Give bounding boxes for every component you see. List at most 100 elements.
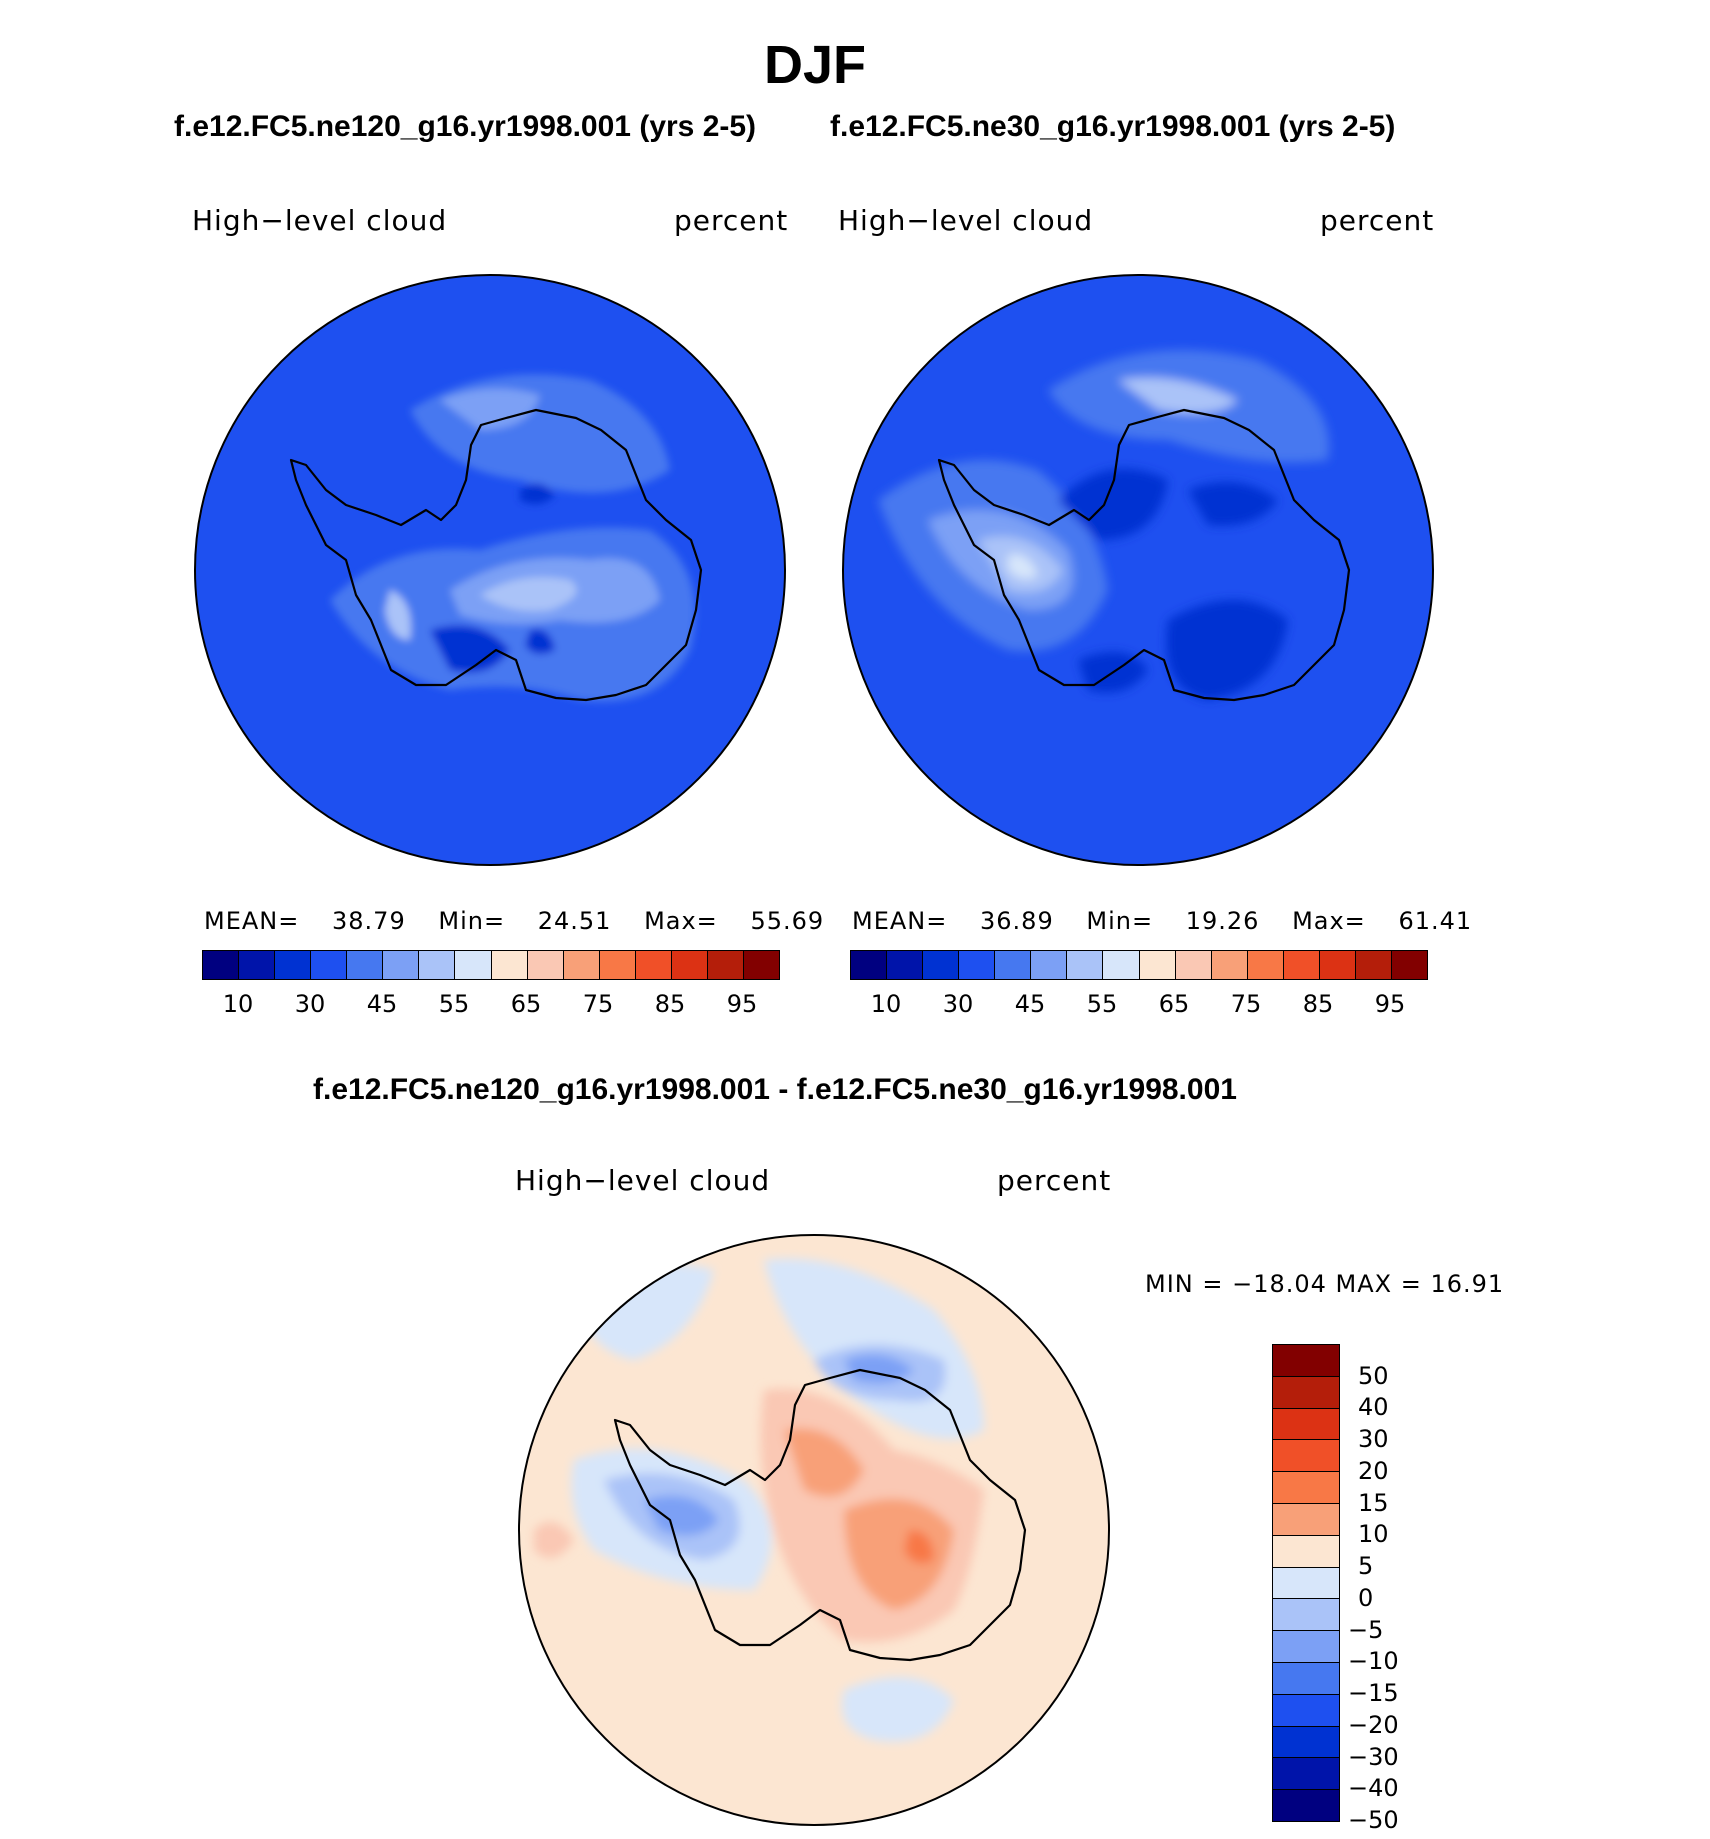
colorbar-swatch <box>347 951 384 979</box>
colorbar-swatch <box>1273 1790 1339 1821</box>
max-label: Max= <box>644 907 718 935</box>
colorbar-swatch <box>1273 1758 1339 1791</box>
mean-label: MEAN= <box>204 907 300 935</box>
colorbar-tick-label: 75 <box>1230 990 1262 1018</box>
colorbar-swatch <box>1273 1345 1339 1377</box>
colorbar-swatch <box>311 951 348 979</box>
colorbar-swatch <box>203 951 240 979</box>
case-title-right: f.e12.FC5.ne30_g16.yr1998.001 (yrs 2-5) <box>830 110 1396 143</box>
field-neg15-10 <box>644 1495 719 1536</box>
max-label: Max= <box>1292 907 1366 935</box>
colorbar-swatch <box>1273 1535 1339 1568</box>
colorbar-tick-label: 10 <box>1358 1520 1389 1549</box>
colorbar-swatch <box>1273 1472 1339 1504</box>
colorbar-swatch <box>1273 1726 1339 1759</box>
min-value: 19.26 <box>1185 907 1260 935</box>
diff-variable: High−level cloud <box>515 1164 771 1197</box>
panel-variable-right: High−level cloud <box>838 204 1094 237</box>
colorbar-swatch <box>1273 1599 1339 1632</box>
colorbar-left <box>202 950 780 980</box>
colorbar-swatch <box>1283 951 1320 979</box>
colorbar-swatch <box>491 951 528 979</box>
colorbar-tick-label: 5 <box>1358 1552 1374 1581</box>
colorbar-swatch <box>1067 951 1104 979</box>
field-low <box>1058 468 1168 540</box>
max-value: 55.69 <box>750 907 825 935</box>
field-50-55 <box>1118 377 1238 414</box>
main-title: DJF <box>763 35 866 95</box>
field-low <box>1188 482 1278 526</box>
colorbar-swatch <box>1273 1408 1339 1441</box>
max-value: 61.41 <box>1398 907 1473 935</box>
colorbar-swatch <box>959 951 996 979</box>
colorbar-swatch <box>239 951 276 979</box>
colorbar-tick-label: 0 <box>1358 1583 1374 1612</box>
map-ne120 <box>194 274 786 866</box>
diff-units: percent <box>997 1164 1112 1197</box>
colorbar-swatch <box>635 951 672 979</box>
field-neg15-10 <box>844 1354 914 1384</box>
colorbar-tick-label: 65 <box>510 990 542 1018</box>
field-15-20 <box>904 1530 934 1564</box>
field-low <box>1166 600 1288 700</box>
colorbar-swatch <box>599 951 636 979</box>
colorbar-swatch <box>419 951 456 979</box>
map-ne30 <box>842 274 1434 866</box>
colorbar-tick-label: 10 <box>222 990 254 1018</box>
colorbar-swatch <box>1273 1440 1339 1473</box>
colorbar-tick-label: −50 <box>1348 1806 1399 1834</box>
colorbar-tick-label: 95 <box>726 990 758 1018</box>
colorbar-tick-label: 20 <box>1358 1456 1389 1485</box>
field-low <box>430 625 510 673</box>
min-value: 24.51 <box>537 907 612 935</box>
colorbar-swatch <box>1273 1662 1339 1695</box>
colorbar-swatch <box>383 951 420 979</box>
case-title-left: f.e12.FC5.ne120_g16.yr1998.001 (yrs 2-5) <box>174 110 757 143</box>
colorbar-tick-label: 45 <box>1014 990 1046 1018</box>
colorbar-tick-label: −10 <box>1348 1647 1399 1676</box>
min-label: Min= <box>438 907 506 935</box>
stats-left: MEAN= 38.79 Min= 24.51 Max= 55.69 <box>204 907 824 935</box>
colorbar-tick-label: −5 <box>1348 1615 1384 1644</box>
stats-right: MEAN= 36.89 Min= 19.26 Max= 61.41 <box>852 907 1472 935</box>
field-low <box>520 483 555 504</box>
colorbar-swatch <box>563 951 600 979</box>
colorbar-swatch <box>887 951 924 979</box>
colorbar-right <box>850 950 1428 980</box>
field-neg5-0 <box>842 1677 954 1742</box>
colorbar-swatch <box>1175 951 1212 979</box>
colorbar-swatch <box>671 951 708 979</box>
field-low <box>525 629 555 654</box>
colorbar-tick-label: 85 <box>654 990 686 1018</box>
colorbar-swatch <box>923 951 960 979</box>
colorbar-tick-label: 10 <box>870 990 902 1018</box>
colorbar-tick-label: 55 <box>1086 990 1118 1018</box>
field-55-60 <box>1008 554 1038 579</box>
colorbar-swatch <box>1139 951 1176 979</box>
colorbar-tick-label: 85 <box>1302 990 1334 1018</box>
colorbar-swatch <box>1103 951 1140 979</box>
diff-title: f.e12.FC5.ne120_g16.yr1998.001 - f.e12.F… <box>313 1073 1237 1106</box>
colorbar-tick-label: 50 <box>1358 1361 1389 1390</box>
field-10-15 <box>784 1428 864 1497</box>
panel-units-left: percent <box>674 204 789 237</box>
colorbar-swatch <box>1247 951 1284 979</box>
colorbar-tick-label: 30 <box>1358 1425 1389 1454</box>
colorbar-swatch <box>1273 1376 1339 1409</box>
colorbar-swatch <box>743 951 779 979</box>
colorbar-swatch <box>1273 1694 1339 1727</box>
colorbar-tick-label: 95 <box>1374 990 1406 1018</box>
colorbar-swatch <box>707 951 744 979</box>
colorbar-swatch <box>851 951 888 979</box>
colorbar-tick-label: 45 <box>366 990 398 1018</box>
colorbar-tick-label: 15 <box>1358 1488 1389 1517</box>
colorbar-swatch <box>1273 1503 1339 1536</box>
colorbar-swatch <box>275 951 312 979</box>
colorbar-swatch <box>1211 951 1248 979</box>
field-5-10 <box>534 1522 574 1558</box>
colorbar-diff <box>1272 1344 1340 1822</box>
antarctica-coastline <box>289 408 703 702</box>
colorbar-swatch <box>1031 951 1068 979</box>
colorbar-tick-label: −40 <box>1348 1774 1399 1803</box>
field-10-15 <box>844 1498 954 1610</box>
